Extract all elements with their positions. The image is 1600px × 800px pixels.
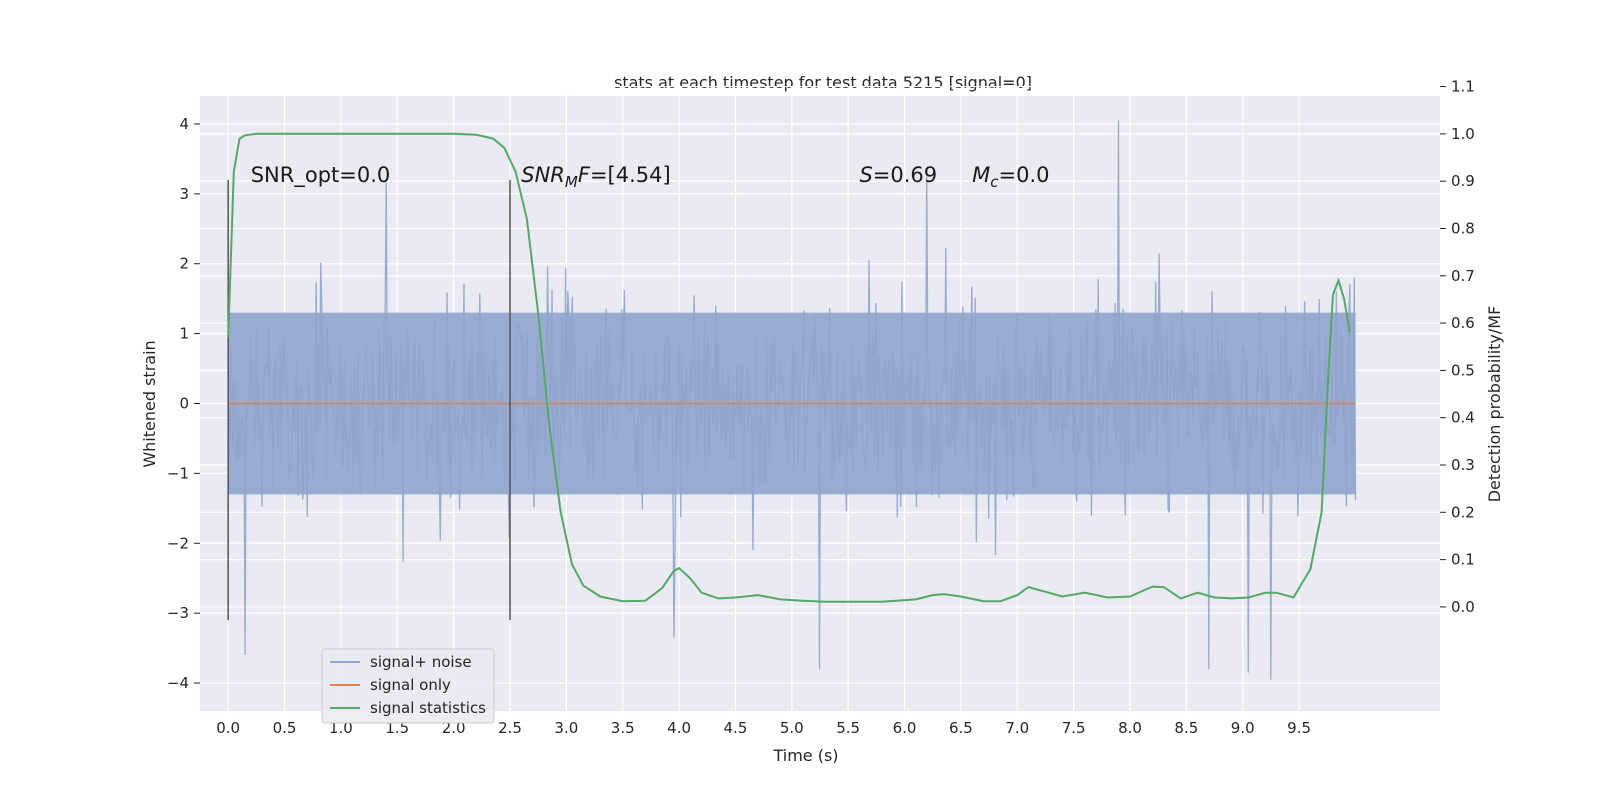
y-axis-right-ticks: 0.0 0.1 0.2 0.3 0.4 0.5 0.6 0.7 0.8 0.9 1.0 1.1 — [1440, 78, 1475, 616]
annotation-3: Mc=0.0 — [972, 163, 1049, 191]
x-tick-label-1: 0.5 — [273, 719, 297, 737]
y-right-tick-label-5: 0.5 — [1451, 361, 1475, 379]
x-tick-label-7: 3.5 — [611, 719, 635, 737]
y-right-tick-label-3: 0.3 — [1451, 456, 1475, 474]
y-tick-label-5: 1 — [179, 325, 189, 343]
y-right-tick-label-0: 0.0 — [1451, 598, 1475, 616]
x-tick-label-16: 8.0 — [1118, 719, 1142, 737]
y-tick-label-2: −2 — [167, 534, 189, 552]
statistics-line — [227, 132, 1351, 603]
y-right-tick-label-10: 1.0 — [1451, 125, 1475, 143]
legend-frame — [321, 648, 495, 724]
x-tick-label-0: 0.0 — [216, 719, 240, 737]
x-tick-label-17: 8.5 — [1174, 719, 1198, 737]
y-right-tick-label-1: 0.1 — [1451, 551, 1475, 569]
x-tick-label-11: 5.5 — [836, 719, 860, 737]
x-tick-label-18: 9.0 — [1231, 719, 1255, 737]
x-tick-label-15: 7.5 — [1062, 719, 1086, 737]
y-axis-ticks: −4 −3 −2 −1 0 1 2 3 4 — [167, 115, 200, 692]
x-tick-label-19: 9.5 — [1287, 719, 1311, 737]
x-tick-label-9: 4.5 — [724, 719, 748, 737]
x-tick-label-5: 2.5 — [498, 719, 522, 737]
legend: signal+ noise signal only signal statist… — [321, 648, 495, 724]
chart-title: stats at each timestep for test data 521… — [614, 73, 1032, 92]
annotation-0: SNR_opt=0.0 — [251, 163, 391, 188]
y-tick-label-4: 0 — [179, 395, 189, 413]
x-axis-label: Time (s) — [772, 746, 838, 765]
legend-label-noise: signal+ noise — [370, 653, 472, 671]
x-tick-label-6: 3.0 — [554, 719, 578, 737]
y-axis-right-label: Detection probability/MF — [1485, 306, 1504, 503]
y-right-tick-label-11: 1.1 — [1451, 78, 1475, 96]
annotation-1: SNRMF=[4.54] — [521, 163, 670, 191]
y-right-tick-label-8: 0.8 — [1451, 219, 1475, 237]
y-tick-label-1: −3 — [167, 604, 189, 622]
y-right-tick-label-2: 0.2 — [1451, 503, 1475, 521]
signal-statistics-series — [227, 132, 1351, 603]
y-tick-label-7: 3 — [179, 185, 189, 203]
x-tick-label-10: 5.0 — [780, 719, 804, 737]
y-tick-label-0: −4 — [167, 674, 189, 692]
x-tick-label-8: 4.0 — [667, 719, 691, 737]
y-right-tick-label-7: 0.7 — [1451, 267, 1475, 285]
legend-label-signal-only: signal only — [370, 676, 451, 694]
x-tick-label-14: 7.0 — [1005, 719, 1029, 737]
x-tick-label-13: 6.5 — [949, 719, 973, 737]
legend-label-statistics: signal statistics — [370, 699, 486, 717]
y-tick-label-8: 4 — [179, 115, 189, 133]
vertical-markers — [227, 179, 511, 621]
annotations: SNR_opt=0.0 SNRMF=[4.54] S=0.69 Mc=0.0 — [251, 163, 1050, 191]
x-tick-label-12: 6.0 — [893, 719, 917, 737]
y-tick-label-6: 2 — [179, 255, 189, 273]
y-right-tick-label-9: 0.9 — [1451, 172, 1475, 190]
noise-trace — [227, 120, 1357, 680]
annotation-2: S=0.69 — [859, 163, 937, 187]
y-right-tick-label-6: 0.6 — [1451, 314, 1475, 332]
y-axis-label: Whitened strain — [140, 340, 159, 467]
y-right-tick-label-4: 0.4 — [1451, 409, 1475, 427]
y-tick-label-3: −1 — [167, 464, 189, 482]
